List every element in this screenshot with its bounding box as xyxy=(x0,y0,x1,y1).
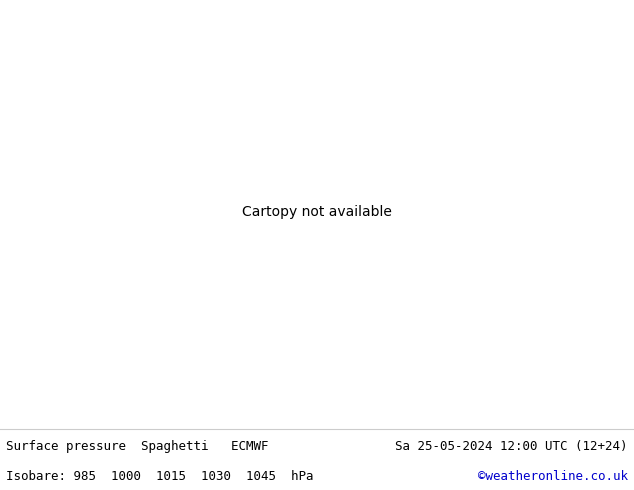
Text: Sa 25-05-2024 12:00 UTC (12+24): Sa 25-05-2024 12:00 UTC (12+24) xyxy=(395,441,628,453)
Text: Isobare: 985  1000  1015  1030  1045  hPa: Isobare: 985 1000 1015 1030 1045 hPa xyxy=(6,470,314,483)
Text: ©weatheronline.co.uk: ©weatheronline.co.uk xyxy=(477,470,628,483)
Text: Cartopy not available: Cartopy not available xyxy=(242,205,392,219)
Text: Surface pressure  Spaghetti   ECMWF: Surface pressure Spaghetti ECMWF xyxy=(6,441,269,453)
